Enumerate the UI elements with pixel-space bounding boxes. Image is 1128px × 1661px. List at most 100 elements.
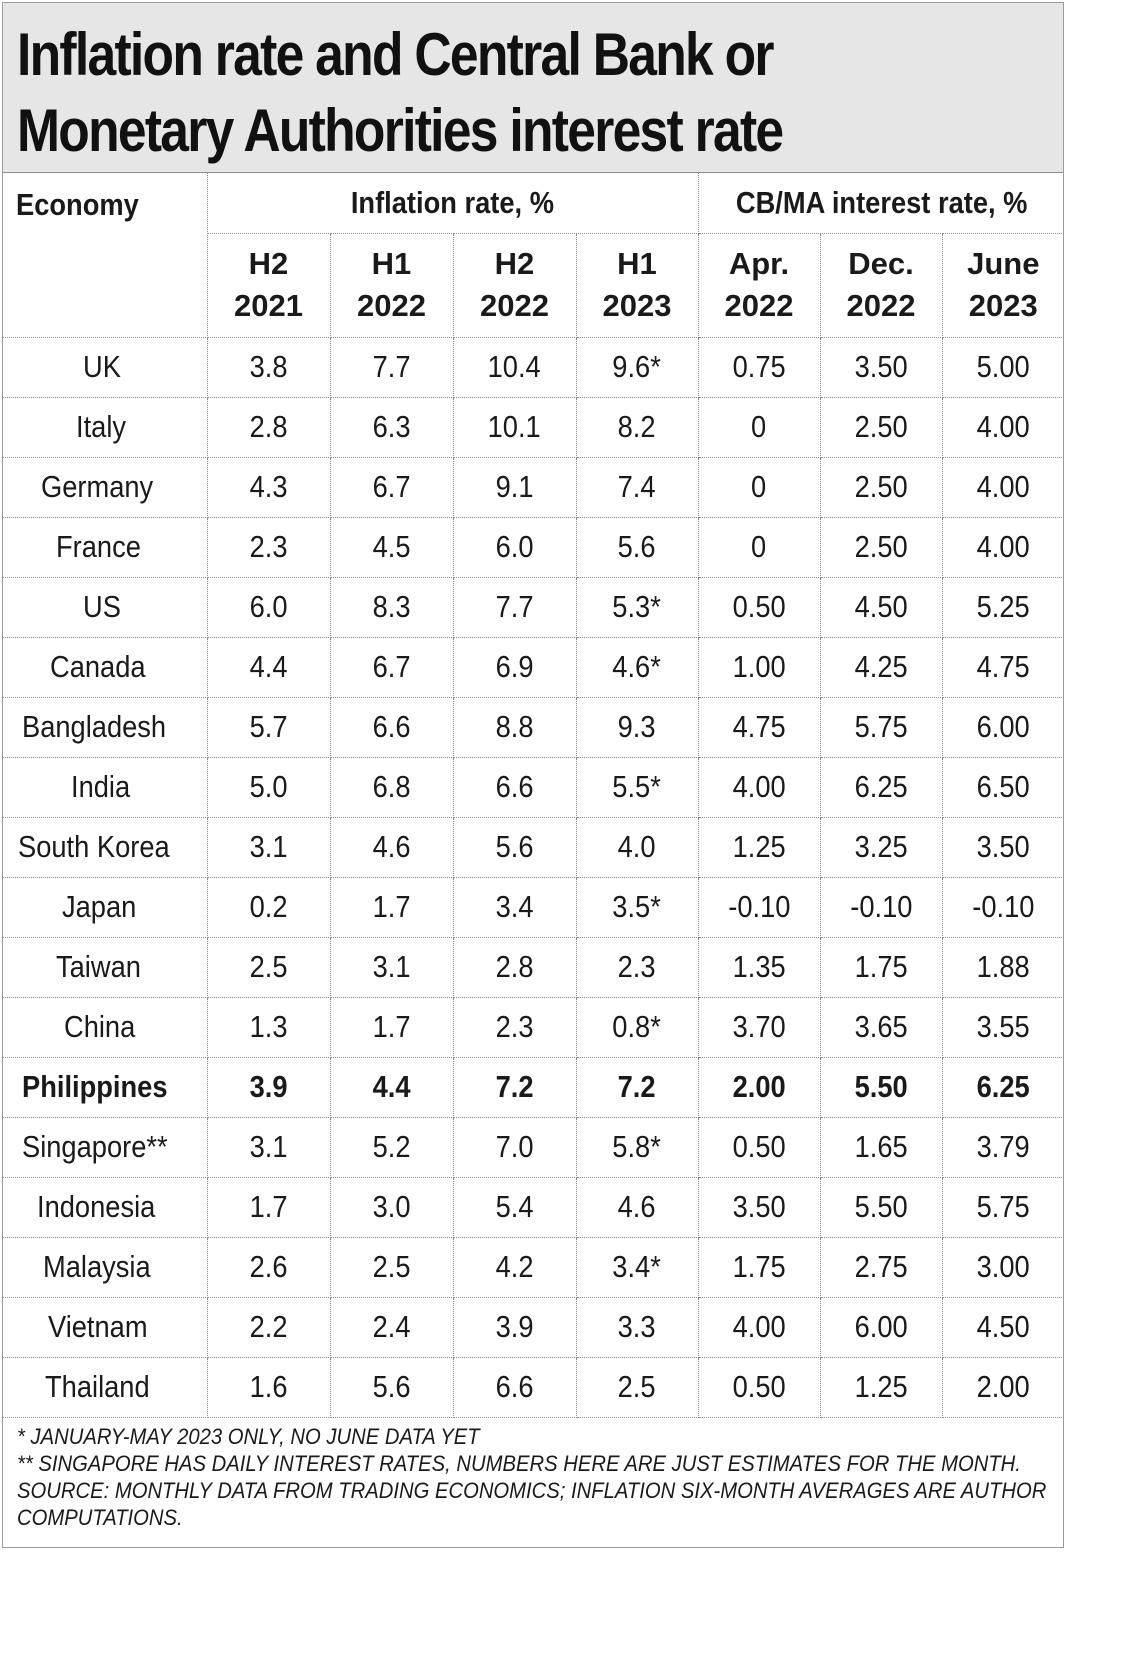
table-row: Italy 2.8 6.3 10.1 8.2 0 2.50 4.00 [2, 396, 1065, 458]
value-cell: 5.2 [329, 1116, 454, 1178]
value-cell: 3.70 [697, 996, 821, 1058]
value-cell: 2.6 [206, 1236, 331, 1298]
inflation-group-header: Inflation rate, % [206, 173, 699, 234]
value-cell: 2.5 [206, 936, 331, 998]
value-cell: 6.25 [819, 756, 943, 818]
table-row: Singapore** 3.1 5.2 7.0 5.8* 0.50 1.65 3.79 [2, 1116, 1065, 1178]
value-cell: 10.1 [452, 396, 577, 458]
value-cell: 5.6 [575, 516, 699, 578]
economy-cell: Japan [2, 876, 208, 938]
value-cell: 3.00 [941, 1236, 1065, 1298]
value-cell: 0.50 [697, 1356, 821, 1418]
table-row: South Korea 3.1 4.6 5.6 4.0 1.25 3.25 3.50 [2, 816, 1065, 878]
value-cell: 3.9 [452, 1296, 577, 1358]
value-cell: 8.3 [329, 576, 454, 638]
footnote-line: ** SINGAPORE HAS DAILY INTEREST RATES, N… [17, 1451, 1021, 1476]
table-row: Vietnam 2.2 2.4 3.9 3.3 4.00 6.00 4.50 [2, 1296, 1065, 1358]
value-cell: 5.0 [206, 756, 331, 818]
table-row: Germany 4.3 6.7 9.1 7.4 0 2.50 4.00 [2, 456, 1065, 518]
value-cell: 7.2 [452, 1056, 577, 1118]
value-cell: 0.2 [206, 876, 331, 938]
footnote-line: SOURCE: MONTHLY DATA FROM TRADING ECONOM… [17, 1478, 1047, 1503]
value-cell: 2.50 [819, 516, 943, 578]
value-cell: -0.10 [697, 876, 821, 938]
value-cell: 5.4 [452, 1176, 577, 1238]
value-cell: 8.2 [575, 396, 699, 458]
value-cell: 3.50 [697, 1176, 821, 1238]
value-cell: 0.8* [575, 996, 699, 1058]
footnote-line: COMPUTATIONS. [17, 1505, 183, 1530]
value-cell: 1.35 [697, 936, 821, 998]
value-cell: 2.75 [819, 1236, 943, 1298]
value-cell: 2.5 [575, 1356, 699, 1418]
value-cell: 4.4 [329, 1056, 454, 1118]
value-cell: 3.25 [819, 816, 943, 878]
value-cell: 3.4 [452, 876, 577, 938]
value-cell: 2.00 [941, 1356, 1065, 1418]
value-cell: 4.4 [206, 636, 331, 698]
value-cell: 5.00 [941, 336, 1065, 398]
table-row: US 6.0 8.3 7.7 5.3* 0.50 4.50 5.25 [2, 576, 1065, 638]
table-row: Japan 0.2 1.7 3.4 3.5* -0.10 -0.10 -0.10 [2, 876, 1065, 938]
economy-cell: Vietnam [2, 1296, 208, 1358]
footnotes: * JANUARY-MAY 2023 ONLY, NO JUNE DATA YE… [17, 1423, 1047, 1531]
value-cell: 7.2 [575, 1056, 699, 1118]
value-cell: 1.7 [206, 1176, 331, 1238]
table-row: Bangladesh 5.7 6.6 8.8 9.3 4.75 5.75 6.00 [2, 696, 1065, 758]
value-cell: 7.0 [452, 1116, 577, 1178]
table-row: Canada 4.4 6.7 6.9 4.6* 1.00 4.25 4.75 [2, 636, 1065, 698]
value-cell: 3.1 [206, 816, 331, 878]
value-cell: 3.9 [206, 1056, 331, 1118]
value-cell: 4.00 [941, 516, 1065, 578]
value-cell: -0.10 [819, 876, 943, 938]
value-cell: 2.50 [819, 396, 943, 458]
economy-cell: Italy [2, 396, 208, 458]
period-header: H1 2023 [575, 232, 699, 338]
value-cell: 6.3 [329, 396, 454, 458]
value-cell: 2.4 [329, 1296, 454, 1358]
value-cell: 5.6 [452, 816, 577, 878]
period-header: H2 2021 [207, 232, 331, 338]
value-cell: 1.25 [819, 1356, 943, 1418]
period-header: H1 2022 [329, 232, 454, 338]
value-cell: 10.4 [452, 336, 577, 398]
value-cell: 4.3 [206, 456, 331, 518]
value-cell: 3.50 [941, 816, 1065, 878]
economy-cell: Canada [2, 636, 208, 698]
value-cell: 2.8 [206, 396, 331, 458]
value-cell: 4.00 [697, 1296, 821, 1358]
value-cell: 0 [697, 396, 821, 458]
value-cell: 4.50 [819, 576, 943, 638]
value-cell: 3.1 [206, 1116, 331, 1178]
economy-cell: Singapore** [2, 1116, 208, 1178]
value-cell: 3.50 [819, 336, 943, 398]
value-cell: 2.00 [697, 1056, 821, 1118]
title-line-1: Inflation rate and Central Bank or [17, 21, 775, 88]
value-cell: 4.0 [575, 816, 699, 878]
economy-cell: China [2, 996, 208, 1058]
economy-cell: UK [2, 336, 208, 398]
value-cell: 6.0 [206, 576, 331, 638]
value-cell: 1.88 [941, 936, 1065, 998]
value-cell: 0.75 [697, 336, 821, 398]
table-row: Thailand 1.6 5.6 6.6 2.5 0.50 1.25 2.00 [2, 1356, 1065, 1418]
value-cell: 6.9 [452, 636, 577, 698]
period-header: June 2023 [941, 232, 1065, 338]
value-cell: 9.3 [575, 696, 699, 758]
table-row: Indonesia 1.7 3.0 5.4 4.6 3.50 5.50 5.75 [2, 1176, 1065, 1238]
value-cell: 3.79 [941, 1116, 1065, 1178]
value-cell: 1.6 [206, 1356, 331, 1418]
value-cell: 1.7 [329, 876, 454, 938]
value-cell: 4.6 [329, 816, 454, 878]
data-table: Economy Inflation rate, % CB/MA interest… [2, 173, 1065, 1418]
value-cell: 6.0 [452, 516, 577, 578]
value-cell: 6.7 [329, 456, 454, 518]
value-cell: 7.4 [575, 456, 699, 518]
value-cell: 3.8 [206, 336, 331, 398]
value-cell: 2.2 [206, 1296, 331, 1358]
value-cell: 4.50 [941, 1296, 1065, 1358]
value-cell: 7.7 [452, 576, 577, 638]
value-cell: 4.5 [329, 516, 454, 578]
value-cell: 6.25 [941, 1056, 1065, 1118]
period-header: Dec. 2022 [819, 232, 943, 338]
